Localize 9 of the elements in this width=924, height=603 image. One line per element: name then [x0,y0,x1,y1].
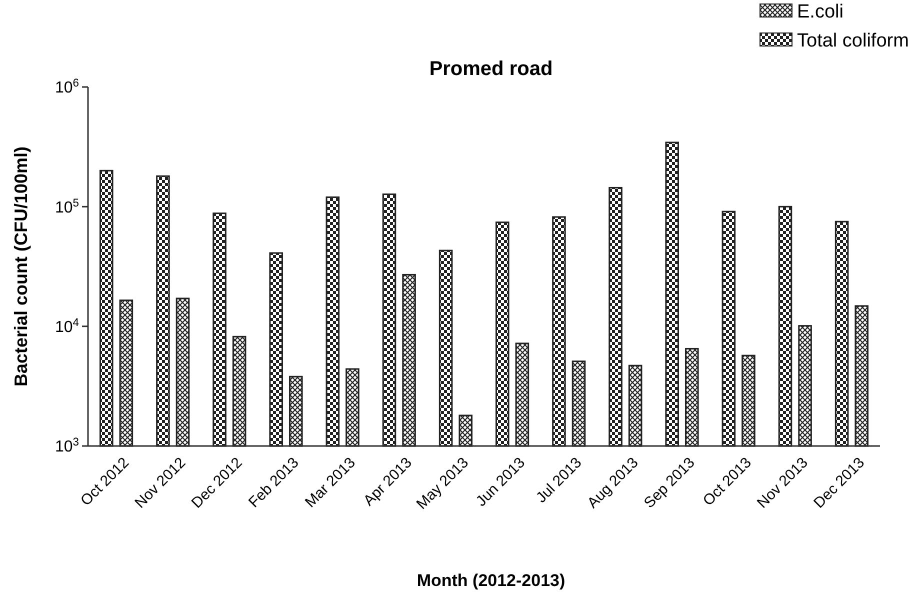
legend-label: Total coliform [797,30,909,52]
y-tick-label: 10$^{4}$ [54,316,79,336]
y-tick-label: 10$^{3}$ [54,436,79,456]
y-tick-label: 10$^{5}$ [54,197,79,216]
y-axis-title: Bacterial count (CFU/100ml) [11,146,31,387]
x-axis-title: Month (2012-2013) [416,571,566,590]
legend-label: E.coli [797,2,844,23]
y-tick-label: 10$^{6}$ [54,78,79,97]
chart-title: Promed road [429,58,553,80]
